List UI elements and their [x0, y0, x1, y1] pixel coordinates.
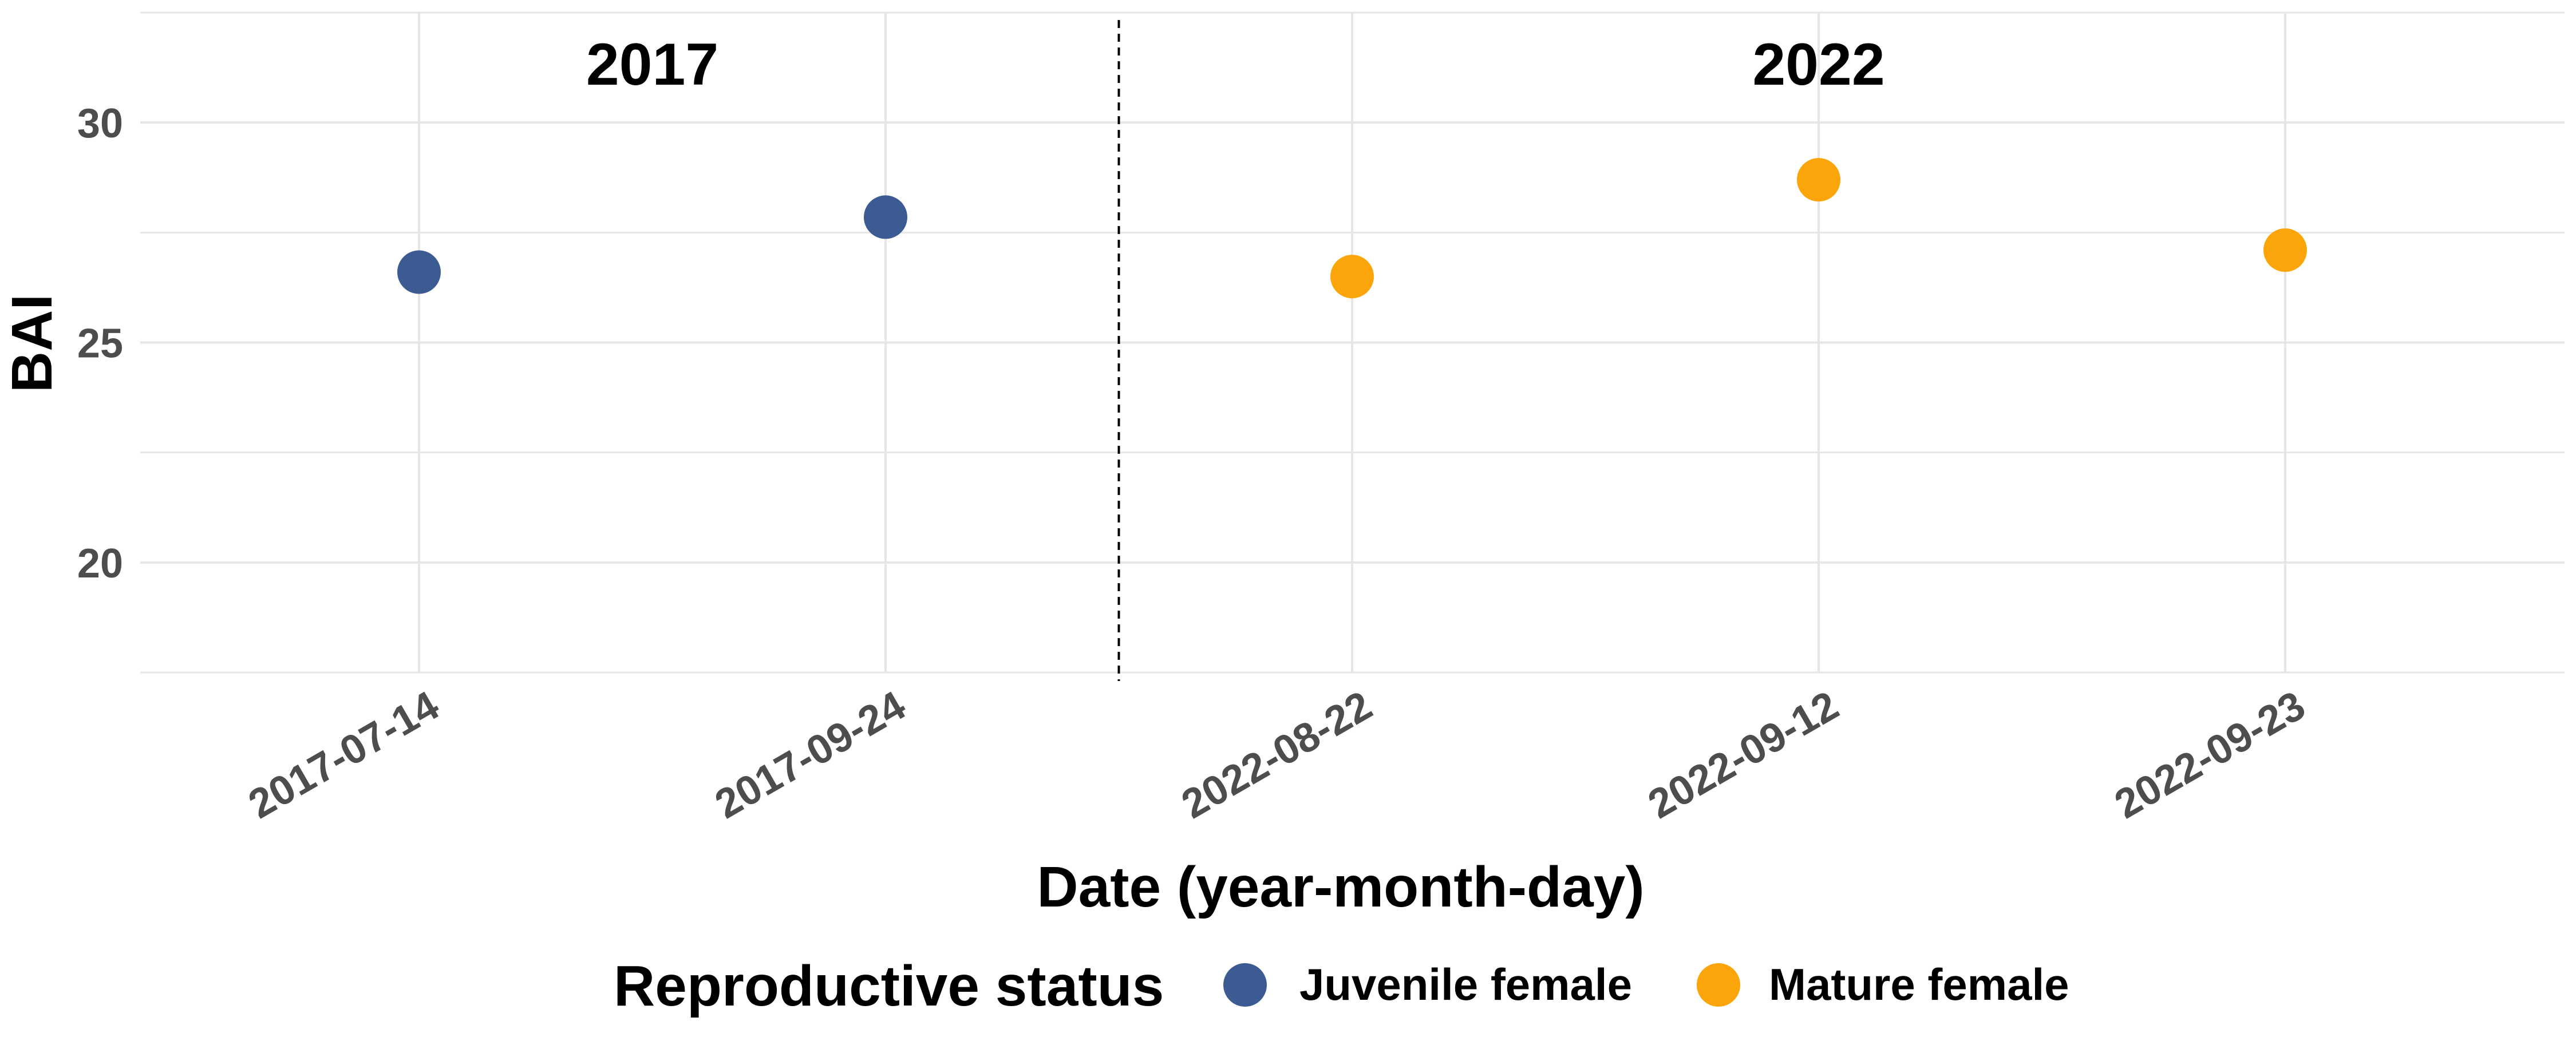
year-label-2022: 2022: [1752, 31, 1884, 98]
data-point: [397, 250, 441, 294]
data-point: [864, 195, 907, 239]
legend-key: [1697, 963, 1740, 1007]
grid-lines: [140, 11, 2565, 674]
data-point: [1797, 158, 1840, 202]
year-label-2017: 2017: [586, 31, 718, 98]
x-axis-title: Date (year-month-day): [1037, 855, 1644, 919]
legend: Reproductive status Juvenile female Matur…: [614, 954, 2069, 1018]
y-tick-labels: 20 25 30: [77, 101, 123, 587]
x-tick-label: 2022-08-22: [1174, 683, 1380, 828]
legend-title: Reproductive status: [614, 954, 1164, 1018]
data-points: [397, 158, 2307, 299]
x-tick-label: 2022-09-23: [2107, 683, 2313, 828]
x-tick-label: 2022-09-12: [1641, 683, 1846, 828]
y-axis-title: BAI: [0, 294, 64, 393]
year-annotations: 2017 2022: [586, 31, 1885, 98]
legend-key: [1223, 963, 1267, 1007]
legend-label: Mature female: [1769, 959, 2069, 1010]
legend-label: Juvenile female: [1299, 959, 1632, 1010]
legend-items: Juvenile female Mature female: [1223, 959, 2069, 1010]
y-tick-label: 30: [77, 101, 123, 147]
data-point: [1330, 255, 1374, 299]
x-tick-labels: 2017-07-14 2017-09-24 2022-08-22 2022-09-12…: [241, 683, 2313, 828]
y-tick-label: 25: [77, 321, 123, 367]
x-tick-label: 2017-09-24: [708, 683, 913, 828]
data-point: [2263, 228, 2307, 272]
y-tick-label: 20: [77, 541, 123, 587]
x-tick-label: 2017-07-14: [241, 683, 447, 828]
